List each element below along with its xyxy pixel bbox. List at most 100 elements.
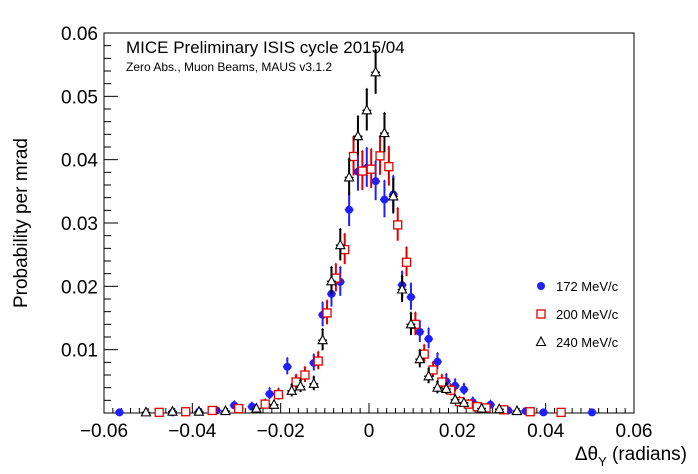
point-marker [415, 327, 424, 336]
y-tick-label: 0.04 [61, 151, 98, 172]
error-cap [316, 350, 320, 353]
point-marker [273, 389, 284, 400]
error-cap [471, 396, 475, 399]
point-marker [449, 393, 461, 404]
error-cap [382, 179, 387, 182]
data-point [380, 179, 389, 218]
error-cap [435, 379, 440, 382]
point-marker [361, 104, 373, 115]
data-point [414, 348, 426, 368]
error-cap [312, 352, 316, 356]
point-marker [207, 405, 217, 416]
x-tick-label: 0.04 [527, 421, 564, 442]
point-marker [414, 352, 426, 364]
point-marker [352, 130, 364, 141]
data-point [220, 404, 231, 416]
point-marker [167, 405, 178, 416]
point-marker [220, 404, 231, 416]
point-marker [193, 405, 205, 416]
point-marker [405, 318, 417, 329]
point-marker [539, 408, 548, 417]
data-point [286, 382, 298, 397]
point-marker [387, 190, 399, 201]
data-point [207, 405, 217, 416]
data-point [344, 190, 354, 227]
data-point [282, 356, 292, 375]
error-cap [347, 157, 351, 160]
point-marker [234, 403, 244, 414]
point-marker [154, 407, 164, 418]
error-cap [321, 327, 325, 331]
data-point [476, 402, 488, 413]
error-cap [404, 245, 409, 249]
data-point [525, 407, 535, 417]
data-point [366, 147, 376, 189]
point-marker [300, 370, 310, 380]
legend-label-0: 172 MeV/c [556, 279, 619, 294]
data-point [428, 360, 438, 377]
point-marker [348, 151, 359, 162]
point-marker [115, 408, 124, 417]
point-marker [396, 283, 408, 294]
error-cap [409, 311, 413, 314]
point-marker [268, 398, 280, 409]
y-axis: 0.01 0.02 0.03 0.04 0.05 0.06 [61, 24, 118, 401]
y-tick-label: 0.01 [61, 341, 98, 362]
series-0 [115, 146, 597, 417]
legend-marker-2 [535, 335, 547, 347]
data-point [458, 396, 470, 407]
point-marker [393, 220, 403, 230]
point-marker [511, 404, 523, 416]
error-cap [374, 159, 378, 163]
point-marker [283, 362, 292, 371]
x-tick-label: −0.06 [80, 421, 128, 442]
point-marker [295, 380, 306, 391]
point-marker [433, 357, 442, 366]
legend: 172 MeV/c 200 MeV/c 240 MeV/c [535, 279, 619, 350]
point-marker [371, 177, 380, 186]
data-point [396, 274, 408, 303]
point-marker [428, 365, 438, 375]
point-marker [343, 171, 355, 182]
data-point [406, 282, 416, 310]
data-point [343, 157, 355, 196]
data-point [405, 311, 417, 336]
y-tick-label: 0.06 [61, 24, 98, 45]
error-cap [435, 351, 440, 355]
data-point [115, 408, 124, 417]
data-point [140, 406, 152, 417]
data-point [181, 407, 191, 417]
error-cap [427, 327, 431, 330]
error-cap [343, 232, 347, 236]
x-axis-label-main: Δθ [575, 444, 598, 465]
point-marker [357, 166, 368, 176]
error-cap [396, 206, 400, 210]
data-point [449, 393, 461, 404]
legend-marker-1 [536, 309, 546, 319]
data-point [268, 398, 280, 409]
data-point [424, 327, 434, 349]
x-tick-label: −0.04 [168, 421, 217, 442]
point-marker [308, 377, 320, 388]
point-marker [379, 126, 390, 138]
data-point [273, 387, 284, 400]
plot-frame [103, 32, 635, 414]
data-point [334, 227, 346, 261]
point-marker [432, 381, 443, 392]
error-cap [268, 386, 272, 389]
point-marker [375, 151, 385, 161]
data-point [326, 265, 337, 295]
data-point [556, 407, 566, 418]
error-cap [440, 373, 444, 376]
data-point [361, 87, 373, 131]
error-cap [444, 372, 448, 375]
point-marker [476, 402, 488, 413]
point-marker [334, 238, 346, 250]
data-point [193, 405, 205, 416]
point-marker [265, 390, 274, 398]
data-point [154, 407, 164, 418]
data-point [322, 299, 332, 325]
error-cap [356, 114, 360, 118]
error-cap [431, 360, 435, 363]
